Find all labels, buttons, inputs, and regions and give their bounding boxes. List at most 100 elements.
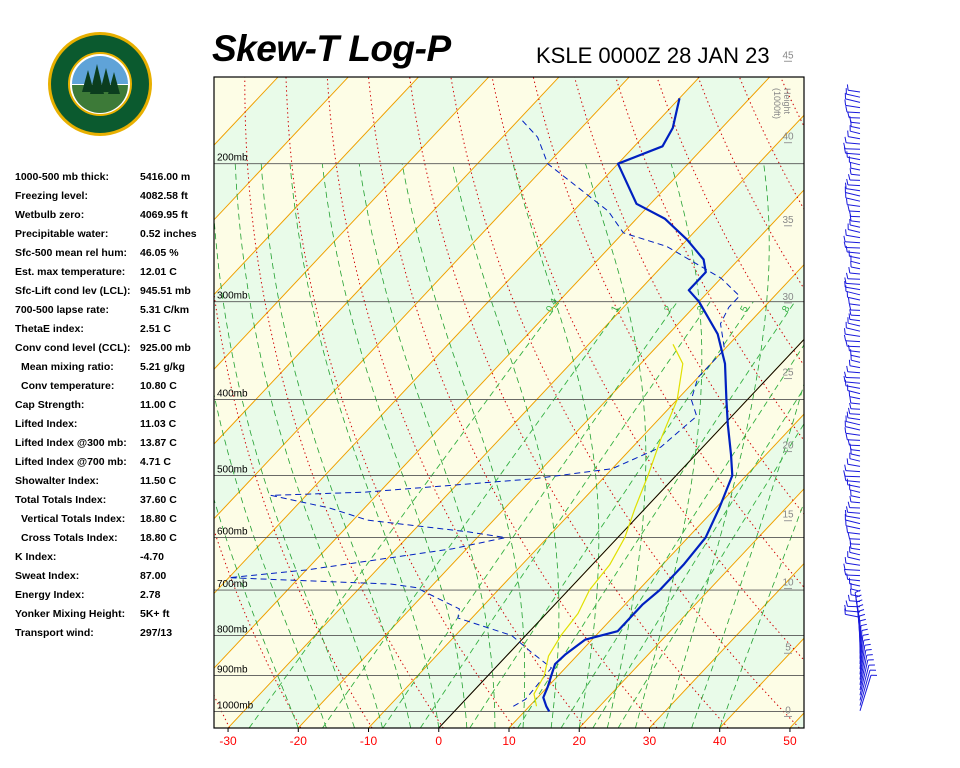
- mixing-ratio-line: [517, 301, 796, 728]
- wind-barb-flag: [843, 147, 846, 154]
- index-value: 37.60 C: [140, 494, 177, 506]
- index-row: Wetbulb zero: 4069.95 ft: [15, 206, 225, 225]
- index-row: Lifted Index @300 mb: 13.87 C: [15, 434, 225, 453]
- wind-barb-flag: [845, 245, 848, 253]
- wind-barb-flag: [843, 235, 846, 242]
- wind-barb-staff: [848, 229, 861, 233]
- wind-barb-staff: [845, 340, 861, 343]
- wind-barb-staff: [846, 421, 861, 426]
- wind-barb-flag: [846, 365, 849, 372]
- wind-barb-flag: [857, 604, 864, 608]
- wind-barb-flag: [843, 241, 846, 248]
- temperature-bands: [214, 77, 804, 728]
- wind-barb-staff: [847, 511, 861, 514]
- moist-adiabat: [214, 211, 355, 728]
- isotherm-band: [789, 712, 804, 728]
- wind-barb-staff: [850, 314, 861, 317]
- index-label: Showalter Index:: [15, 475, 100, 487]
- isobar-label: 500mb: [217, 465, 248, 476]
- wind-barb-flag: [866, 654, 873, 656]
- wind-barb-staff: [850, 449, 861, 452]
- wind-barb-flag: [845, 182, 847, 189]
- index-row: Freezing level: 4082.58 ft: [15, 187, 225, 206]
- index-label: 700-500 lapse rate:: [15, 304, 109, 316]
- wind-barb-flag: [845, 340, 848, 347]
- wind-barb-staff: [845, 562, 861, 566]
- dry-adiabat: [214, 528, 302, 728]
- dry-adiabat: [491, 77, 804, 661]
- index-label: Freezing level:: [15, 190, 88, 202]
- wind-barb-flag: [848, 297, 850, 304]
- mixing-ratio-label: 1: [609, 304, 622, 314]
- x-tick-label: -30: [219, 734, 237, 748]
- mixing-ratio-label: 5: [739, 304, 752, 314]
- index-value: 4069.95 ft: [140, 209, 188, 221]
- index-row: Cap Strength: 11.00 C: [15, 396, 225, 415]
- index-row: Est. max temperature: 12.01 C: [15, 263, 225, 282]
- wind-barb-staff: [847, 322, 861, 327]
- wind-barb-staff: [849, 413, 861, 415]
- moist-adiabat: [234, 163, 383, 728]
- wind-barb-flag: [849, 168, 852, 175]
- wind-barb-flag: [846, 178, 849, 185]
- moist-adiabat: [663, 163, 770, 728]
- height-tick-label: 10: [782, 578, 794, 589]
- wind-barb-flag: [864, 643, 871, 646]
- wind-barb-staff: [850, 220, 861, 223]
- wind-barb-staff: [859, 630, 863, 665]
- wind-barb-flag: [843, 334, 847, 341]
- wind-barb-staff: [849, 396, 861, 400]
- isotherm-band: [508, 413, 804, 728]
- dry-adiabat: [656, 77, 804, 367]
- wind-barb-staff: [845, 377, 861, 379]
- wind-barb-staff: [849, 224, 861, 228]
- moist-adiabat: [585, 163, 647, 728]
- wind-barbs: [843, 84, 878, 711]
- height-tick-label: 30: [782, 292, 794, 303]
- wind-barb-staff: [845, 290, 861, 296]
- wind-barb-staff: [844, 475, 861, 478]
- index-value: 945.51 mb: [140, 285, 191, 297]
- index-row: Mean mixing ratio: 5.21 g/kg: [15, 358, 225, 377]
- height-scale: Height(1000ft)05101520253035404550: [772, 50, 794, 717]
- wind-barb-staff: [849, 551, 861, 556]
- mixing-ratio-line: [248, 301, 561, 728]
- index-value: 11.03 C: [140, 418, 177, 430]
- wind-barb-flag: [843, 375, 846, 382]
- station-time-title: KSLE 0000Z 28 JAN 23: [536, 43, 770, 68]
- mixing-ratio-line: [322, 301, 625, 728]
- wind-barb-flag: [844, 608, 846, 615]
- wind-barb-flag: [845, 106, 848, 113]
- wind-barb-flag: [848, 174, 851, 181]
- wind-barb-staff: [847, 532, 861, 535]
- wind-barb-flag: [848, 407, 851, 414]
- moist-adiabats: [214, 163, 804, 728]
- index-label: Lifted Index @300 mb:: [15, 437, 127, 449]
- dry-adiabat: [904, 77, 960, 728]
- wind-barb-flag: [850, 588, 852, 595]
- wind-barb-flag: [843, 569, 847, 576]
- index-value: 0.52 inches: [140, 228, 197, 240]
- wind-barb-staff: [845, 470, 861, 473]
- stability-indices-panel: 1000-500 mb thick: 5416.00 m Freezing leve…: [15, 168, 225, 643]
- wind-barb-flag: [849, 309, 852, 316]
- wind-barb-staff: [844, 569, 861, 571]
- index-value: 5416.00 m: [140, 171, 191, 183]
- wind-barb-staff: [846, 234, 861, 239]
- wind-barb-staff: [845, 152, 861, 155]
- wind-barb-flag: [844, 474, 847, 481]
- wind-barb-flag: [846, 458, 849, 465]
- wind-barb-staff: [845, 613, 861, 618]
- index-value: 5.31 C/km: [140, 304, 190, 316]
- index-label: Conv temperature:: [21, 380, 115, 392]
- wind-barb-staff: [846, 111, 861, 114]
- wind-barb-flag: [845, 229, 847, 236]
- index-value: 10.80 C: [140, 380, 177, 392]
- isotherm-band: [227, 114, 804, 728]
- dry-adiabat: [532, 77, 804, 589]
- isotherm-band: [297, 189, 804, 728]
- wind-barb-staff: [845, 432, 861, 436]
- index-label: Cross Totals Index:: [21, 532, 118, 544]
- isobar-label: 200mb: [217, 153, 248, 164]
